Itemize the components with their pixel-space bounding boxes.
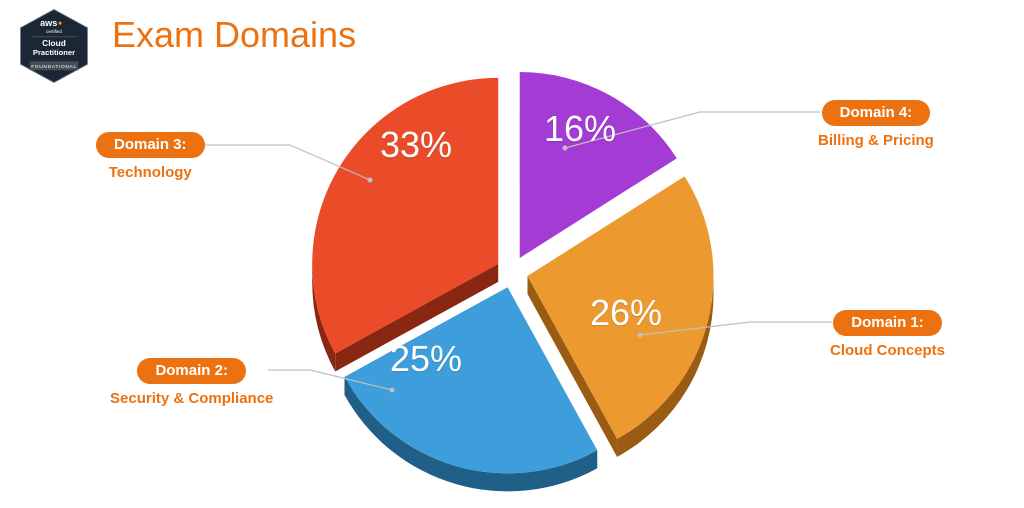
callout-sub-d1: Cloud Concepts — [830, 342, 945, 359]
callout-d3: Domain 3: Technology — [96, 132, 205, 181]
slice-value-d2: 25% — [390, 338, 462, 380]
callout-pill-d3: Domain 3: — [96, 132, 205, 158]
callout-d1: Domain 1: Cloud Concepts — [830, 310, 945, 359]
exam-domains-infographic: { "title": { "text": "Exam Domains", "co… — [0, 0, 1024, 508]
callout-pill-d2: Domain 2: — [137, 358, 246, 384]
callout-pill-d1: Domain 1: — [833, 310, 942, 336]
callout-pill-d4: Domain 4: — [822, 100, 931, 126]
callout-d2: Domain 2: Security & Compliance — [110, 358, 273, 407]
callout-sub-d2: Security & Compliance — [110, 390, 273, 407]
callout-d4: Domain 4: Billing & Pricing — [818, 100, 934, 149]
slice-value-d4: 16% — [544, 108, 616, 150]
callout-sub-d3: Technology — [96, 164, 205, 181]
callout-sub-d4: Billing & Pricing — [818, 132, 934, 149]
slice-value-d1: 26% — [590, 292, 662, 334]
leader-lines — [0, 0, 1024, 508]
slice-value-d3: 33% — [380, 124, 452, 166]
